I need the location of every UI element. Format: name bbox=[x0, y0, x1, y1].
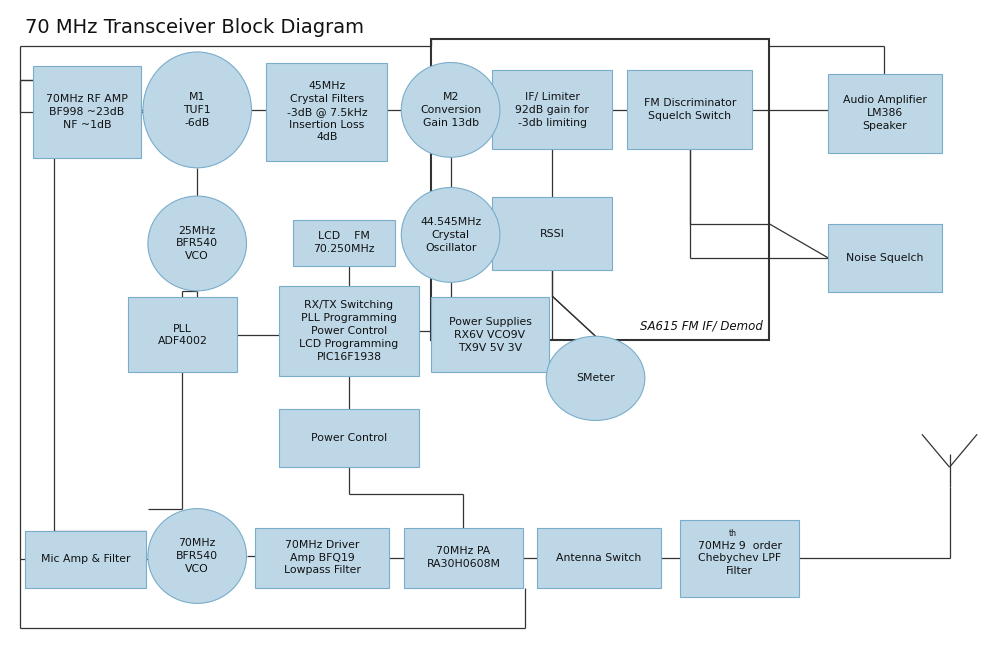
Ellipse shape bbox=[401, 188, 500, 282]
Text: Mic Amp & Filter: Mic Amp & Filter bbox=[40, 554, 130, 565]
FancyBboxPatch shape bbox=[627, 70, 752, 149]
Text: 70MHz RF AMP
BF998 ~23dB
NF ~1dB: 70MHz RF AMP BF998 ~23dB NF ~1dB bbox=[45, 94, 128, 130]
FancyBboxPatch shape bbox=[128, 297, 237, 372]
FancyBboxPatch shape bbox=[828, 74, 942, 153]
Text: Antenna Switch: Antenna Switch bbox=[556, 553, 642, 563]
FancyBboxPatch shape bbox=[828, 224, 942, 292]
FancyBboxPatch shape bbox=[279, 286, 419, 376]
Text: Power Control: Power Control bbox=[311, 433, 387, 443]
Text: 70MHz
BFR540
VCO: 70MHz BFR540 VCO bbox=[176, 538, 218, 574]
Text: RSSI: RSSI bbox=[539, 228, 565, 239]
Text: 70MHz PA
RA30H0608M: 70MHz PA RA30H0608M bbox=[426, 546, 501, 569]
FancyBboxPatch shape bbox=[680, 520, 799, 597]
FancyBboxPatch shape bbox=[25, 531, 146, 588]
Text: th: th bbox=[729, 528, 737, 538]
Ellipse shape bbox=[546, 336, 645, 420]
Text: RX/TX Switching
PLL Programming
Power Control
LCD Programming
PIC16F1938: RX/TX Switching PLL Programming Power Co… bbox=[300, 300, 398, 362]
Text: M1
TUF1
-6dB: M1 TUF1 -6dB bbox=[183, 92, 211, 128]
Text: Audio Amplifier
LM386
Speaker: Audio Amplifier LM386 Speaker bbox=[843, 95, 927, 131]
Text: PLL
ADF4002: PLL ADF4002 bbox=[158, 324, 207, 346]
FancyBboxPatch shape bbox=[279, 409, 419, 467]
FancyBboxPatch shape bbox=[431, 297, 549, 372]
Ellipse shape bbox=[401, 63, 500, 157]
FancyBboxPatch shape bbox=[255, 528, 389, 588]
Text: Power Supplies
RX6V VCO9V
TX9V 5V 3V: Power Supplies RX6V VCO9V TX9V 5V 3V bbox=[449, 317, 531, 353]
Text: IF/ Limiter
92dB gain for
-3db limiting: IF/ Limiter 92dB gain for -3db limiting bbox=[516, 92, 589, 128]
Text: FM Discriminator
Squelch Switch: FM Discriminator Squelch Switch bbox=[644, 99, 736, 121]
Text: 70 MHz Transceiver Block Diagram: 70 MHz Transceiver Block Diagram bbox=[25, 18, 364, 38]
Text: Noise Squelch: Noise Squelch bbox=[846, 253, 924, 263]
FancyBboxPatch shape bbox=[492, 70, 612, 149]
FancyBboxPatch shape bbox=[537, 528, 661, 588]
Text: LCD    FM
70.250MHz: LCD FM 70.250MHz bbox=[314, 232, 375, 254]
Text: SMeter: SMeter bbox=[576, 373, 615, 384]
Text: SA615 FM IF/ Demod: SA615 FM IF/ Demod bbox=[640, 319, 763, 332]
Text: 25MHz
BFR540
VCO: 25MHz BFR540 VCO bbox=[176, 226, 218, 261]
FancyBboxPatch shape bbox=[33, 66, 141, 158]
Text: 70MHz 9  order
Chebychev LPF
Filter: 70MHz 9 order Chebychev LPF Filter bbox=[697, 540, 782, 576]
Text: 70MHz Driver
Amp BFQ19
Lowpass Filter: 70MHz Driver Amp BFQ19 Lowpass Filter bbox=[284, 540, 361, 576]
FancyBboxPatch shape bbox=[492, 197, 612, 270]
Text: 45MHz
Crystal Filters
-3dB @ 7.5kHz
Insertion Loss
4dB: 45MHz Crystal Filters -3dB @ 7.5kHz Inse… bbox=[287, 81, 367, 143]
Text: M2
Conversion
Gain 13db: M2 Conversion Gain 13db bbox=[420, 92, 481, 128]
FancyBboxPatch shape bbox=[293, 220, 395, 266]
FancyBboxPatch shape bbox=[404, 528, 523, 588]
Ellipse shape bbox=[148, 196, 246, 291]
Ellipse shape bbox=[148, 509, 246, 603]
Text: 44.545MHz
Crystal
Oscillator: 44.545MHz Crystal Oscillator bbox=[420, 217, 481, 253]
FancyBboxPatch shape bbox=[266, 63, 387, 161]
Ellipse shape bbox=[143, 52, 251, 168]
